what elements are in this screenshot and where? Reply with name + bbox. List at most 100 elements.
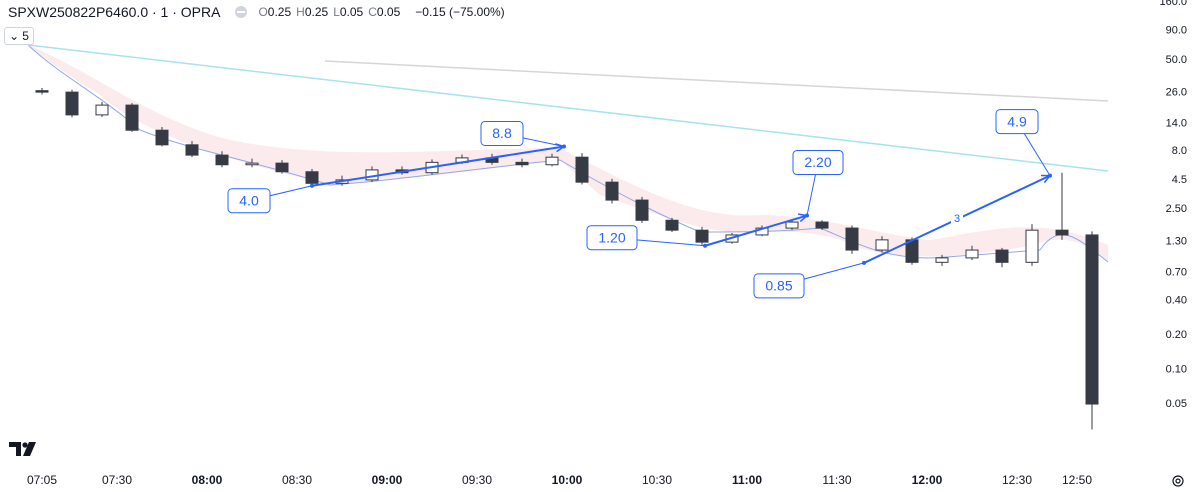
candle-body bbox=[575, 156, 589, 183]
x-tick-label: 07:05 bbox=[27, 473, 57, 487]
y-tick-label: 50.0 bbox=[1166, 54, 1187, 66]
callout-box bbox=[480, 120, 524, 146]
y-tick-label: 0.70 bbox=[1166, 266, 1187, 278]
annotations: 3 4.0 8.8 2.20 1.20 0.85 4.9 bbox=[227, 109, 1052, 299]
anchor-point bbox=[805, 213, 809, 218]
candle-body bbox=[515, 161, 529, 166]
status-icon bbox=[235, 6, 248, 18]
trend-line-cyan bbox=[27, 44, 1109, 172]
x-tick-label: 08:00 bbox=[192, 473, 223, 487]
candle-body bbox=[695, 229, 709, 243]
symbol-title: SPXW250822P6460.0 · 1 · OPRA bbox=[8, 4, 221, 20]
candle-body bbox=[875, 239, 889, 251]
callout-text: 2.20 bbox=[804, 154, 831, 170]
y-tick-label: 4.5 bbox=[1172, 174, 1187, 186]
candle-body bbox=[845, 227, 859, 251]
candle-body bbox=[665, 219, 679, 231]
x-tick-label: 08:30 bbox=[282, 473, 312, 487]
y-tick-label: 160.0 bbox=[1159, 0, 1187, 8]
settings-icon[interactable] bbox=[1172, 475, 1184, 487]
candle-body bbox=[65, 91, 79, 116]
anchor-point bbox=[562, 144, 566, 149]
anchor-point bbox=[1048, 173, 1052, 178]
x-tick-label: 07:30 bbox=[102, 473, 132, 487]
x-tick-label: 10:30 bbox=[642, 473, 672, 487]
candle-body bbox=[815, 221, 829, 229]
ohlc-value: 0.25 bbox=[304, 5, 329, 19]
ohlc-value: 0.05 bbox=[376, 5, 401, 19]
trend-line-gray bbox=[324, 60, 1109, 102]
callout-box bbox=[753, 273, 805, 299]
arrow-label: 3 bbox=[954, 213, 960, 225]
x-tick-label: 11:30 bbox=[822, 473, 851, 487]
callout-text: 4.9 bbox=[1007, 113, 1027, 129]
callout-box bbox=[227, 188, 271, 214]
candle-body bbox=[785, 221, 799, 229]
y-tick-label: 0.40 bbox=[1166, 294, 1187, 306]
ohlc-key: C bbox=[368, 5, 377, 19]
candles bbox=[35, 87, 1099, 430]
ohlc-key: L bbox=[333, 5, 340, 19]
ohlc-key: O bbox=[258, 5, 268, 19]
ohlc-value: 0.05 bbox=[339, 5, 364, 19]
ohlc-value: 0.25 bbox=[267, 5, 292, 19]
ohlc-values: O0.25 H0.25 L0.05 C0.05 bbox=[258, 5, 405, 19]
anchor-point bbox=[310, 183, 314, 188]
candle-body bbox=[95, 104, 109, 116]
anchor-point bbox=[862, 260, 866, 265]
candle-body bbox=[995, 249, 1009, 263]
y-tick-label: 14.0 bbox=[1166, 117, 1187, 129]
callout-text: 0.85 bbox=[765, 278, 792, 294]
y-tick-label: 26.0 bbox=[1166, 86, 1187, 98]
candle-body bbox=[1025, 229, 1039, 263]
ohlc-item: O0.25 bbox=[258, 5, 291, 19]
x-tick-label: 12:50 bbox=[1062, 473, 1092, 487]
x-tick-label: 11:00 bbox=[732, 473, 762, 487]
candle-body bbox=[245, 162, 259, 166]
candle-body bbox=[965, 249, 979, 259]
x-tick-label: 12:30 bbox=[1002, 473, 1032, 487]
candle-body bbox=[605, 181, 619, 201]
legend-header: SPXW250822P6460.0 · 1 · OPRA O0.25 H0.25 L… bbox=[8, 4, 505, 20]
change: −0.15 (−75.00%) bbox=[415, 5, 505, 19]
callout-text: 1.20 bbox=[598, 229, 625, 245]
y-tick-label: 2.50 bbox=[1166, 203, 1187, 215]
interval-button[interactable]: ⌄ 5 bbox=[4, 27, 34, 45]
callout-text: 8.8 bbox=[492, 125, 512, 141]
y-tick-label: 90.0 bbox=[1166, 25, 1187, 37]
y-tick-label: 0.05 bbox=[1166, 398, 1187, 410]
candle-body bbox=[275, 162, 289, 173]
y-tick-label: 8.0 bbox=[1172, 145, 1187, 157]
candle-body bbox=[215, 154, 229, 166]
ohlc-item: L0.05 bbox=[333, 5, 363, 19]
tv-logo bbox=[9, 442, 36, 456]
candle-body bbox=[635, 199, 649, 221]
candle-body bbox=[1055, 229, 1069, 236]
candle-body bbox=[545, 156, 559, 166]
chevron: ⌄ bbox=[9, 29, 20, 43]
arrow-label-bg bbox=[951, 212, 963, 227]
candle-body bbox=[185, 144, 199, 156]
candle-body bbox=[935, 257, 949, 263]
trend-arrow bbox=[311, 145, 565, 187]
anchor-point bbox=[703, 243, 707, 248]
x-tick-label: 12:00 bbox=[912, 473, 943, 487]
interval-label: 5 bbox=[22, 29, 29, 43]
ohlc-item: C0.05 bbox=[368, 5, 400, 19]
y-tick-label: 0.20 bbox=[1166, 329, 1187, 341]
callout-box bbox=[586, 225, 638, 251]
x-tick-label: 09:30 bbox=[462, 473, 492, 487]
x-tick-label: 09:00 bbox=[372, 473, 403, 487]
candle-body bbox=[35, 90, 49, 93]
candle-body bbox=[155, 129, 169, 146]
x-tick-label: 10:00 bbox=[552, 473, 583, 487]
candle-body bbox=[1085, 234, 1099, 405]
y-tick-label: 0.10 bbox=[1166, 363, 1187, 375]
y-tick-label: 1.30 bbox=[1166, 236, 1187, 248]
ohlc-item: H0.25 bbox=[296, 5, 328, 19]
callout-text: 4.0 bbox=[239, 192, 259, 208]
trend-arrow bbox=[704, 214, 808, 247]
ohlc-key: H bbox=[296, 5, 305, 19]
candle-body bbox=[125, 104, 139, 131]
